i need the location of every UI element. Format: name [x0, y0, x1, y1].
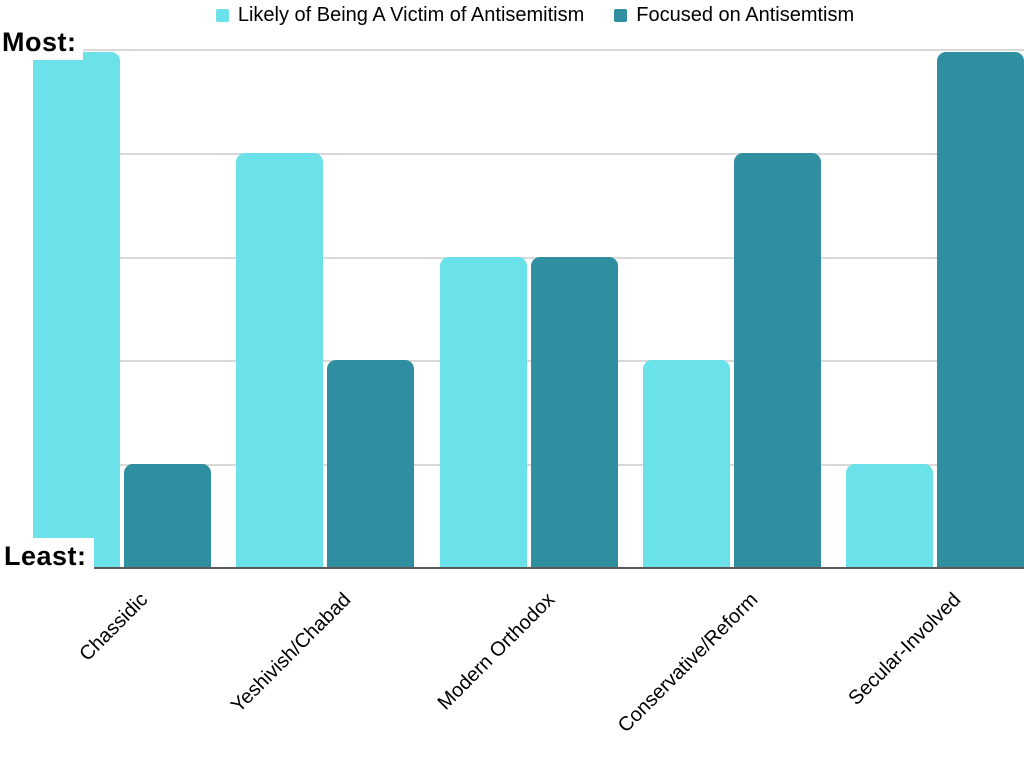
legend-item-focused-on-antisemtism: Focused on Antisemtism — [614, 2, 854, 28]
gridline — [33, 360, 1024, 362]
bar-modern-orthodox-likely-of-being-a-victim-of-antisemitism — [439, 257, 527, 568]
bar-yeshivish-chabad-likely-of-being-a-victim-of-antisemitism — [236, 153, 324, 568]
chart-legend: Likely of Being A Victim of Antisemitism… — [23, 2, 1024, 28]
legend-marker-icon — [215, 9, 229, 22]
bar-group-modern-orthodox — [439, 49, 618, 568]
bar-yeshivish-chabad-focused-on-antisemtism — [327, 360, 415, 568]
legend-item-likely-of-being-a-victim-of-antisemitism: Likely of Being A Victim of Antisemitism — [215, 2, 585, 28]
legend-label: Likely of Being A Victim of Antisemitism — [237, 4, 585, 26]
legend-label: Focused on Antisemtism — [636, 4, 855, 26]
plot-area — [33, 49, 1024, 569]
x-axis-label-conservative-reform: Conservative/Reform — [613, 588, 763, 738]
x-axis-line — [33, 567, 1024, 569]
legend-marker-icon — [614, 9, 628, 22]
bar-group-yeshivish-chabad — [236, 49, 415, 568]
y-axis-top-label: Most: — [0, 26, 84, 60]
x-axis-label-chassidic: Chassidic — [75, 588, 153, 666]
x-axis-label-modern-orthodox: Modern Orthodox — [433, 588, 560, 715]
gridline — [33, 464, 1024, 466]
bar-conservative-reform-likely-of-being-a-victim-of-antisemitism — [642, 360, 730, 568]
gridline — [33, 257, 1024, 259]
bar-secular-involved-focused-on-antisemtism — [937, 52, 1024, 568]
bar-modern-orthodox-focused-on-antisemtism — [530, 257, 618, 568]
x-axis-label-yeshivish-chabad: Yeshivish/Chabad — [227, 588, 356, 717]
bar-group-chassidic — [33, 49, 211, 568]
gridline — [33, 153, 1024, 155]
gridline — [33, 49, 1024, 51]
x-axis-label-secular-involved: Secular-Involved — [844, 588, 966, 710]
bar-chassidic-likely-of-being-a-victim-of-antisemitism — [33, 52, 120, 568]
bar-chassidic-focused-on-antisemtism — [124, 464, 211, 568]
bar-groups — [33, 49, 1024, 568]
bar-conservative-reform-focused-on-antisemtism — [733, 153, 821, 568]
bar-secular-involved-likely-of-being-a-victim-of-antisemitism — [846, 464, 933, 568]
y-axis-bottom-label: Least: — [2, 538, 94, 574]
bar-group-secular-involved — [846, 49, 1024, 568]
bar-group-conservative-reform — [642, 49, 821, 568]
